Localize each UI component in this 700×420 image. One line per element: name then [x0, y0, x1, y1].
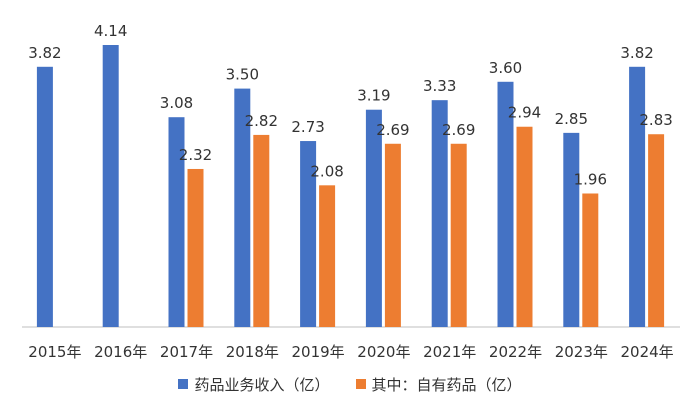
value-label-own-drugs-7: 2.94 [508, 104, 541, 122]
legend-swatch-revenue [178, 379, 189, 389]
value-label-revenue-3: 3.50 [226, 66, 259, 84]
value-label-own-drugs-8: 1.96 [574, 170, 607, 188]
bar-revenue-7 [497, 81, 514, 327]
category-label-5: 2020年 [357, 343, 410, 361]
legend-label-own-drugs: 其中：自有药品（亿） [371, 375, 522, 394]
value-labels-group: 3.82 4.14 3.08 2.32 3.50 2.82 2.73 2.08 3.19 2.69… [28, 22, 673, 188]
category-label-6: 2021年 [423, 343, 476, 361]
bar-revenue-4 [300, 141, 317, 327]
bar-own-drugs-7 [516, 126, 533, 327]
category-label-3: 2018年 [226, 343, 279, 361]
bar-revenue-2 [168, 117, 185, 327]
category-label-7: 2022年 [489, 343, 542, 361]
value-label-revenue-8: 2.85 [555, 110, 588, 128]
legend-swatch-own-drugs [355, 379, 366, 389]
value-label-own-drugs-9: 2.83 [639, 111, 672, 129]
value-label-own-drugs-5: 2.69 [376, 121, 409, 139]
bar-own-drugs-5 [384, 143, 401, 327]
bar-own-drugs-4 [319, 185, 336, 327]
bar-revenue-0 [36, 66, 53, 327]
legend-label-revenue: 药品业务收入（亿） [194, 375, 330, 394]
bar-own-drugs-8 [582, 193, 599, 327]
value-label-revenue-7: 3.60 [489, 59, 522, 77]
legend: 药品业务收入（亿） 其中：自有药品（亿） [0, 372, 700, 396]
value-label-own-drugs-4: 2.08 [310, 162, 343, 180]
bar-own-drugs-2 [187, 168, 204, 327]
value-label-own-drugs-2: 2.32 [179, 146, 212, 164]
bars-group [36, 45, 665, 327]
value-label-revenue-2: 3.08 [160, 94, 193, 112]
bar-revenue-3 [234, 88, 251, 327]
category-label-1: 2016年 [94, 343, 147, 361]
bar-revenue-5 [365, 109, 382, 327]
value-label-revenue-6: 3.33 [423, 77, 456, 95]
bar-own-drugs-6 [450, 143, 467, 327]
category-labels-group: 2015年 2016年 2017年 2018年 2019年 2020年 2021年 2022年… [28, 343, 673, 361]
value-label-revenue-1: 4.14 [94, 22, 127, 40]
legend-item-revenue: 药品业务收入（亿） [178, 374, 330, 395]
bar-revenue-8 [563, 132, 580, 327]
category-label-9: 2024年 [621, 343, 674, 361]
legend-item-own-drugs: 其中：自有药品（亿） [355, 374, 522, 395]
category-label-8: 2023年 [555, 343, 608, 361]
bar-revenue-1 [102, 45, 119, 327]
bar-revenue-6 [431, 100, 448, 327]
bar-revenue-9 [629, 66, 646, 327]
value-label-revenue-0: 3.82 [28, 44, 61, 62]
category-label-0: 2015年 [28, 343, 81, 361]
value-label-own-drugs-3: 2.82 [245, 112, 278, 130]
value-label-revenue-5: 3.19 [357, 87, 390, 105]
value-label-revenue-9: 3.82 [620, 44, 653, 62]
value-label-revenue-4: 2.73 [291, 118, 324, 136]
category-label-2: 2017年 [160, 343, 213, 361]
bar-own-drugs-9 [648, 134, 665, 327]
category-label-4: 2019年 [292, 343, 345, 361]
bar-own-drugs-3 [253, 134, 270, 327]
value-label-own-drugs-6: 2.69 [442, 121, 475, 139]
